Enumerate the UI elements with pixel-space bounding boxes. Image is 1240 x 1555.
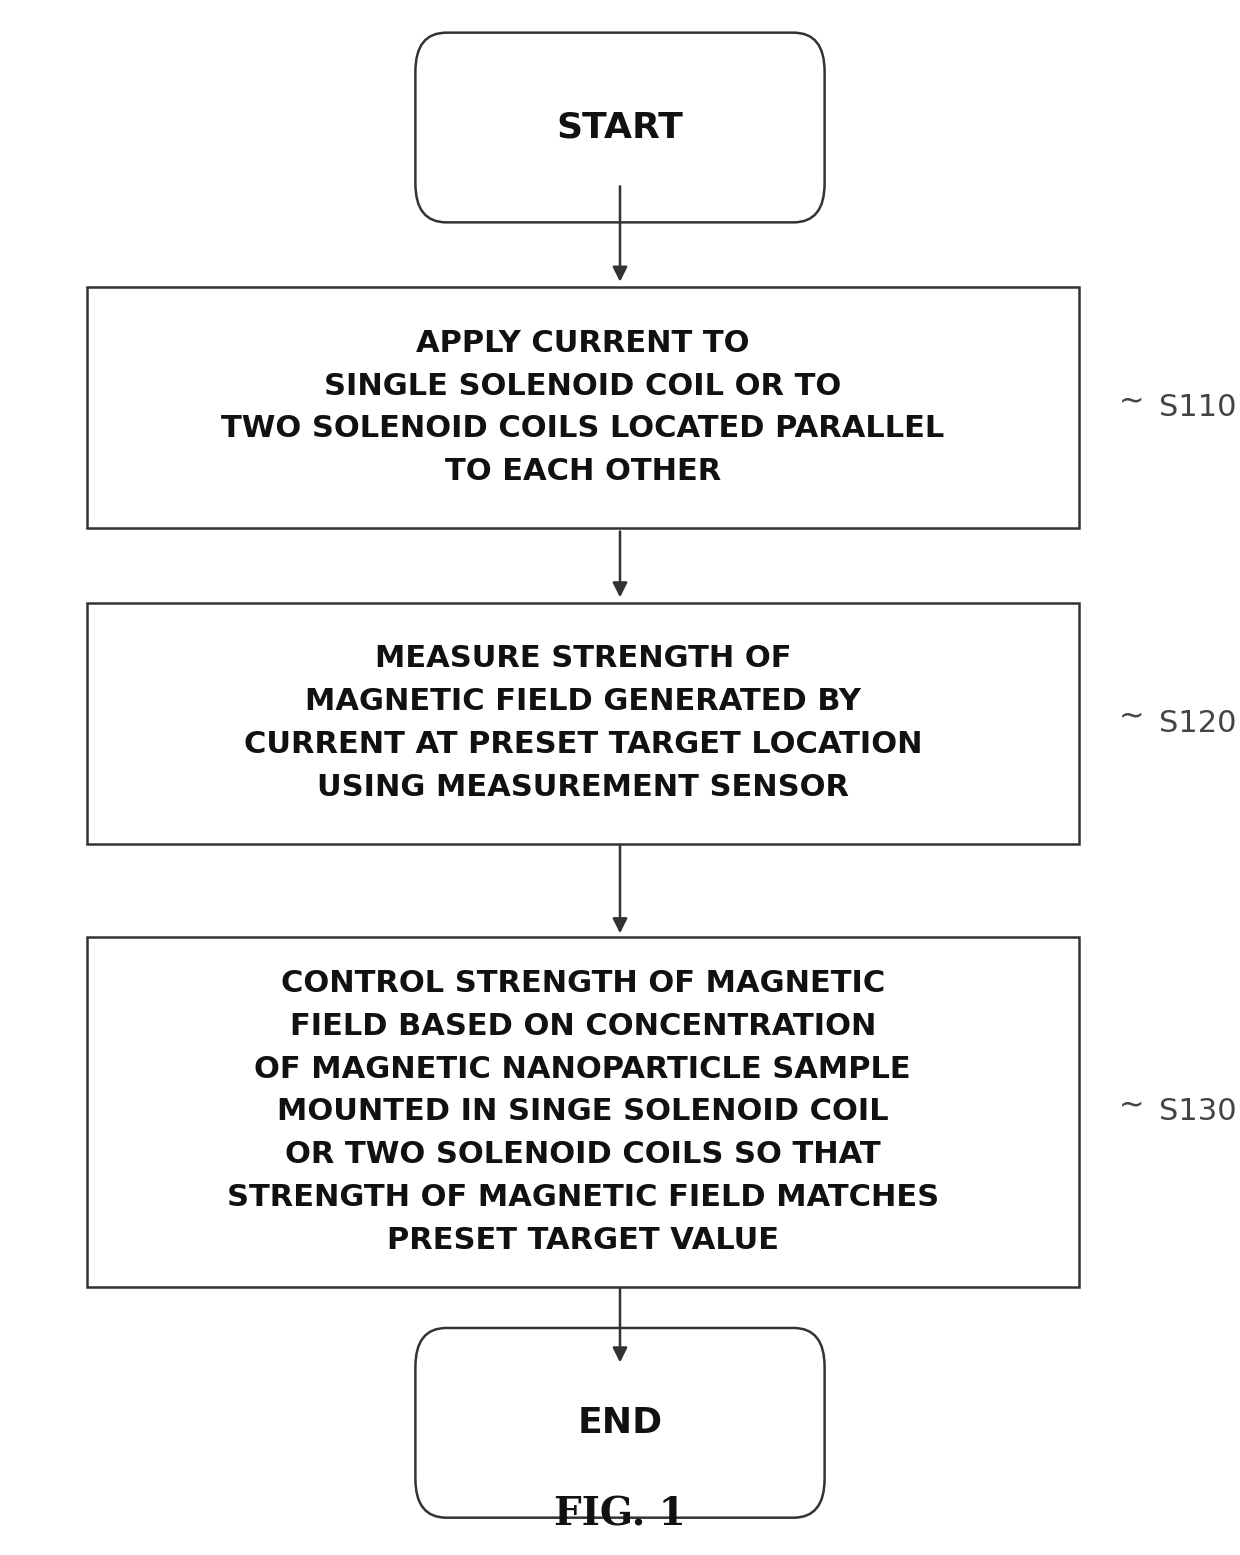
Text: FIG. 1: FIG. 1 — [554, 1496, 686, 1533]
Text: S120: S120 — [1159, 709, 1238, 737]
Text: APPLY CURRENT TO
SINGLE SOLENOID COIL OR TO
TWO SOLENOID COILS LOCATED PARALLEL
: APPLY CURRENT TO SINGLE SOLENOID COIL OR… — [221, 328, 945, 487]
Text: ∼: ∼ — [1118, 1092, 1145, 1120]
Text: ∼: ∼ — [1118, 703, 1145, 731]
Text: END: END — [578, 1406, 662, 1440]
Text: S130: S130 — [1159, 1098, 1238, 1126]
Text: S110: S110 — [1159, 393, 1238, 421]
Text: MEASURE STRENGTH OF
MAGNETIC FIELD GENERATED BY
CURRENT AT PRESET TARGET LOCATIO: MEASURE STRENGTH OF MAGNETIC FIELD GENER… — [243, 644, 923, 802]
FancyBboxPatch shape — [415, 33, 825, 222]
Text: START: START — [557, 110, 683, 145]
Text: CONTROL STRENGTH OF MAGNETIC
FIELD BASED ON CONCENTRATION
OF MAGNETIC NANOPARTIC: CONTROL STRENGTH OF MAGNETIC FIELD BASED… — [227, 969, 939, 1255]
FancyBboxPatch shape — [415, 1328, 825, 1518]
Bar — [87, 602, 1079, 843]
Bar — [87, 286, 1079, 529]
Text: ∼: ∼ — [1118, 387, 1145, 415]
Bar — [87, 936, 1079, 1288]
